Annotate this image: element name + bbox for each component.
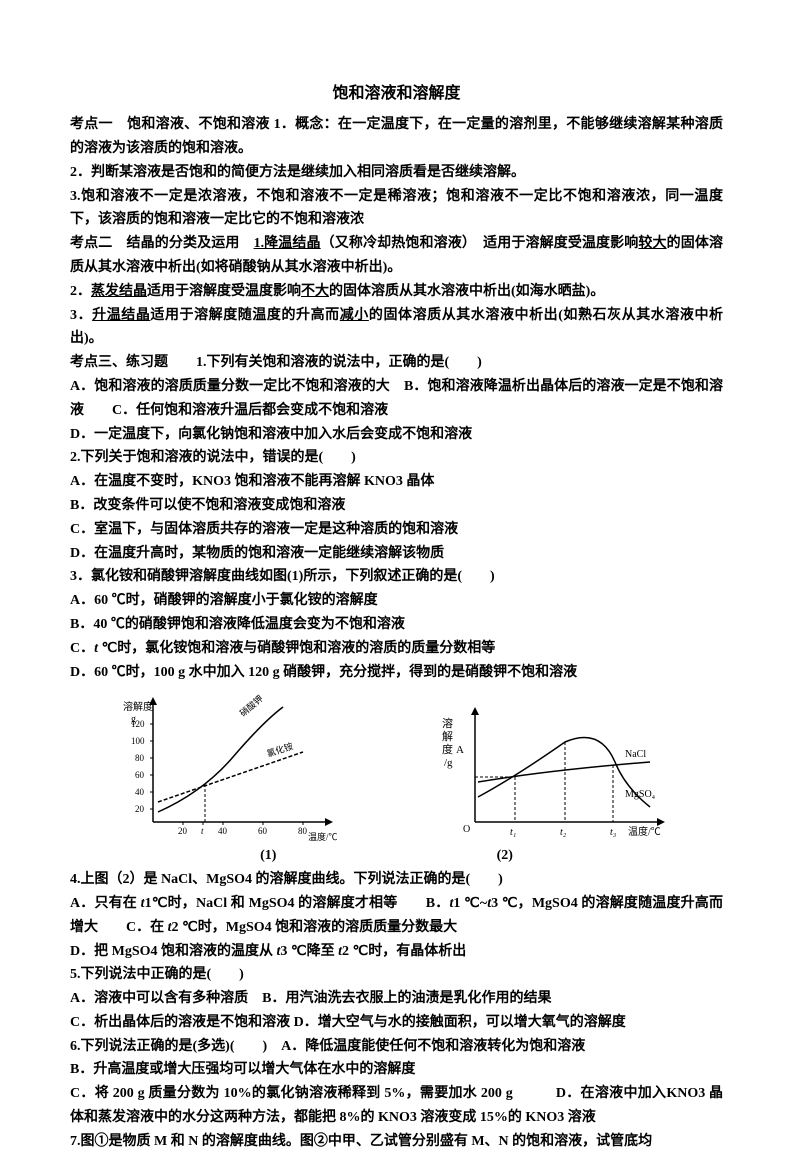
- para-8: A．饱和溶液的溶质质量分数一定比不饱和溶液的大 B．饱和溶液降温析出晶体后的溶液…: [70, 375, 723, 423]
- c1-xlabel: 温度/℃: [308, 831, 338, 842]
- para-15: 3．氯化铵和硝酸钾溶解度曲线如图(1)所示，下列叙述正确的是( ): [70, 565, 723, 589]
- p5b: 蒸发结晶: [91, 284, 147, 299]
- c2-xt0: t₁: [510, 827, 516, 838]
- c1-xt1: t: [201, 826, 204, 836]
- p18a: C．: [70, 641, 94, 656]
- c2-origin: O: [463, 824, 470, 835]
- c2-yl5: /g: [444, 757, 453, 769]
- p22c: 3 ℃降至: [280, 944, 338, 959]
- c1-yt1: 40: [135, 787, 145, 797]
- c1-yt5: 120: [131, 719, 145, 729]
- para-22: D．把 MgSO4 饱和溶液的温度从 t3 ℃降至 t2 ℃时，有晶体析出: [70, 940, 723, 964]
- p21c: 1℃时，NaCl 和 MgSO4 的溶解度才相等 B．: [145, 896, 450, 911]
- para-25: C．析出晶体后的溶液是不饱和溶液 D．增大空气与水的接触面积，可以增大氧气的溶解…: [70, 1011, 723, 1035]
- p21i: 2 ℃时，MgSO4 饱和溶液的溶质质量分数最大: [172, 920, 458, 935]
- para-27: B．升高温度或增大压强均可以增大气体在水中的溶解度: [70, 1058, 723, 1082]
- para-29: 7.图①是物质 M 和 N 的溶解度曲线。图②中甲、乙试管分别盛有 M、N 的饱…: [70, 1130, 723, 1154]
- p5e: 的固体溶质从其水溶液中析出(如海水晒盐)。: [329, 284, 604, 299]
- para-14: D．在温度升高时，某物质的饱和溶液一定能继续溶解该物质: [70, 542, 723, 566]
- p4b: 1.降温结晶: [254, 236, 321, 251]
- c2-label-nacl: NaCl: [625, 749, 646, 760]
- page-title: 饱和溶液和溶解度: [70, 80, 723, 107]
- p5c: 适用于溶解度受温度影响: [147, 284, 301, 299]
- c2-label-mgso4: MgSO₄: [625, 789, 656, 800]
- p22e: 2 ℃时，有晶体析出: [342, 944, 466, 959]
- para-1: 考点一 饱和溶液、不饱和溶液 1．概念：在一定温度下，在一定量的溶剂里，不能够继…: [70, 113, 723, 161]
- p18c: ℃时，氯化铵饱和溶液与硝酸钾饱和溶液的溶质的质量分数相等: [98, 641, 495, 656]
- para-3: 3.饱和溶液不一定是浓溶液，不饱和溶液不一定是稀溶液；饱和溶液不一定比不饱和溶液…: [70, 185, 723, 233]
- para-23: 5.下列说法中正确的是( ): [70, 963, 723, 987]
- para-21: A．只有在 t1℃时，NaCl 和 MgSO4 的溶解度才相等 B．t1 ℃~t…: [70, 892, 723, 940]
- c1-xt3: 60: [258, 826, 268, 836]
- chart-2: 溶 解 度 A /g O t₁ t₂ t₃ 温度/℃ NaCl MgSO₄: [430, 702, 680, 842]
- c2-yl1: 溶: [442, 716, 453, 730]
- chart-label-2: (2): [497, 844, 513, 868]
- para-16: A．60 ℃时，硝酸钾的溶解度小于氯化铵的溶解度: [70, 589, 723, 613]
- chart-1: 溶解度 g 20 40 60 80 100 120 20 t 40 60 80 …: [113, 692, 343, 842]
- para-7: 考点三、练习题 1.下列有关饱和溶液的说法中，正确的是( ): [70, 351, 723, 375]
- p4c: （又称冷却热饱和溶液） 适用于溶解度受温度影响: [321, 236, 639, 251]
- c1-yt3: 80: [135, 753, 145, 763]
- para-26: 6.下列说法正确的是(多选)( ) A．降低温度能使任何不饱和溶液转化为饱和溶液: [70, 1035, 723, 1059]
- c1-xt0: 20: [178, 826, 188, 836]
- p4a: 考点二 结晶的分类及运用: [70, 236, 254, 251]
- para-5: 2．蒸发结晶适用于溶解度受温度影响不大的固体溶质从其水溶液中析出(如海水晒盐)。: [70, 280, 723, 304]
- chart-labels: (1) (2): [70, 844, 723, 868]
- c1-xt4: 80: [298, 826, 308, 836]
- para-19: D．60 ℃时，100 g 水中加入 120 g 硝酸钾，充分搅拌，得到的是硝酸…: [70, 661, 723, 685]
- p21a: A．只有在: [70, 896, 141, 911]
- c2-xlabel: 温度/℃: [628, 825, 661, 838]
- para-4: 考点二 结晶的分类及运用 1.降温结晶（又称冷却热饱和溶液） 适用于溶解度受温度…: [70, 232, 723, 280]
- para-13: C．室温下，与固体溶质共存的溶液一定是这种溶质的饱和溶液: [70, 518, 723, 542]
- c2-yl4: A: [456, 744, 464, 756]
- c1-ylabel-top: 溶解度: [123, 700, 153, 713]
- c1-yt0: 20: [135, 804, 145, 814]
- para-24: A．溶液中可以含有多种溶质 B．用汽油洗去衣服上的油渍是乳化作用的结果: [70, 987, 723, 1011]
- c2-xt1: t₂: [560, 827, 567, 838]
- c2-yl3: 度: [442, 742, 453, 756]
- para-20: 4.上图（2）是 NaCl、MgSO4 的溶解度曲线。下列说法正确的是( ): [70, 868, 723, 892]
- c2-xt2: t₃: [610, 827, 617, 838]
- p5a: 2．: [70, 284, 91, 299]
- p6d: 减小: [340, 308, 369, 323]
- c2-yl2: 解: [442, 729, 453, 743]
- charts-row: 溶解度 g 20 40 60 80 100 120 20 t 40 60 80 …: [70, 692, 723, 842]
- p4d: 较大: [638, 236, 666, 251]
- para-10: 2.下列关于饱和溶液的说法中，错误的是( ): [70, 446, 723, 470]
- c1-yt2: 60: [135, 770, 145, 780]
- p6c: 适用于溶解度随温度的升高而: [150, 308, 339, 323]
- para-9: D．一定温度下，向氯化钠饱和溶液中加入水后会变成不饱和溶液: [70, 423, 723, 447]
- para-17: B．40 ℃的硝酸钾饱和溶液降低温度会变为不饱和溶液: [70, 613, 723, 637]
- para-28: C．将 200 g 质量分数为 10%的氯化钠溶液稀释到 5%，需要加水 200…: [70, 1082, 723, 1130]
- para-2: 2．判断某溶液是否饱和的简便方法是继续加入相同溶质看是否继续溶解。: [70, 161, 723, 185]
- p6a: 3．: [70, 308, 92, 323]
- p22a: D．把 MgSO4 饱和溶液的温度从: [70, 944, 277, 959]
- para-6: 3．升温结晶适用于溶解度随温度的升高而减小的固体溶质从其水溶液中析出(如熟石灰从…: [70, 304, 723, 352]
- c1-xt2: 40: [218, 826, 228, 836]
- para-12: B．改变条件可以使不饱和溶液变成饱和溶液: [70, 494, 723, 518]
- para-11: A．在温度不变时，KNO3 饱和溶液不能再溶解 KNO3 晶体: [70, 470, 723, 494]
- c1-label-1: 硝酸钾: [237, 693, 265, 719]
- p21e: 1 ℃~: [453, 896, 487, 911]
- para-18: C．t ℃时，氯化铵饱和溶液与硝酸钾饱和溶液的溶质的质量分数相等: [70, 637, 723, 661]
- p6b: 升温结晶: [92, 308, 150, 323]
- p5d: 不大: [301, 284, 329, 299]
- chart-label-1: (1): [260, 844, 276, 868]
- c1-yt4: 100: [131, 736, 145, 746]
